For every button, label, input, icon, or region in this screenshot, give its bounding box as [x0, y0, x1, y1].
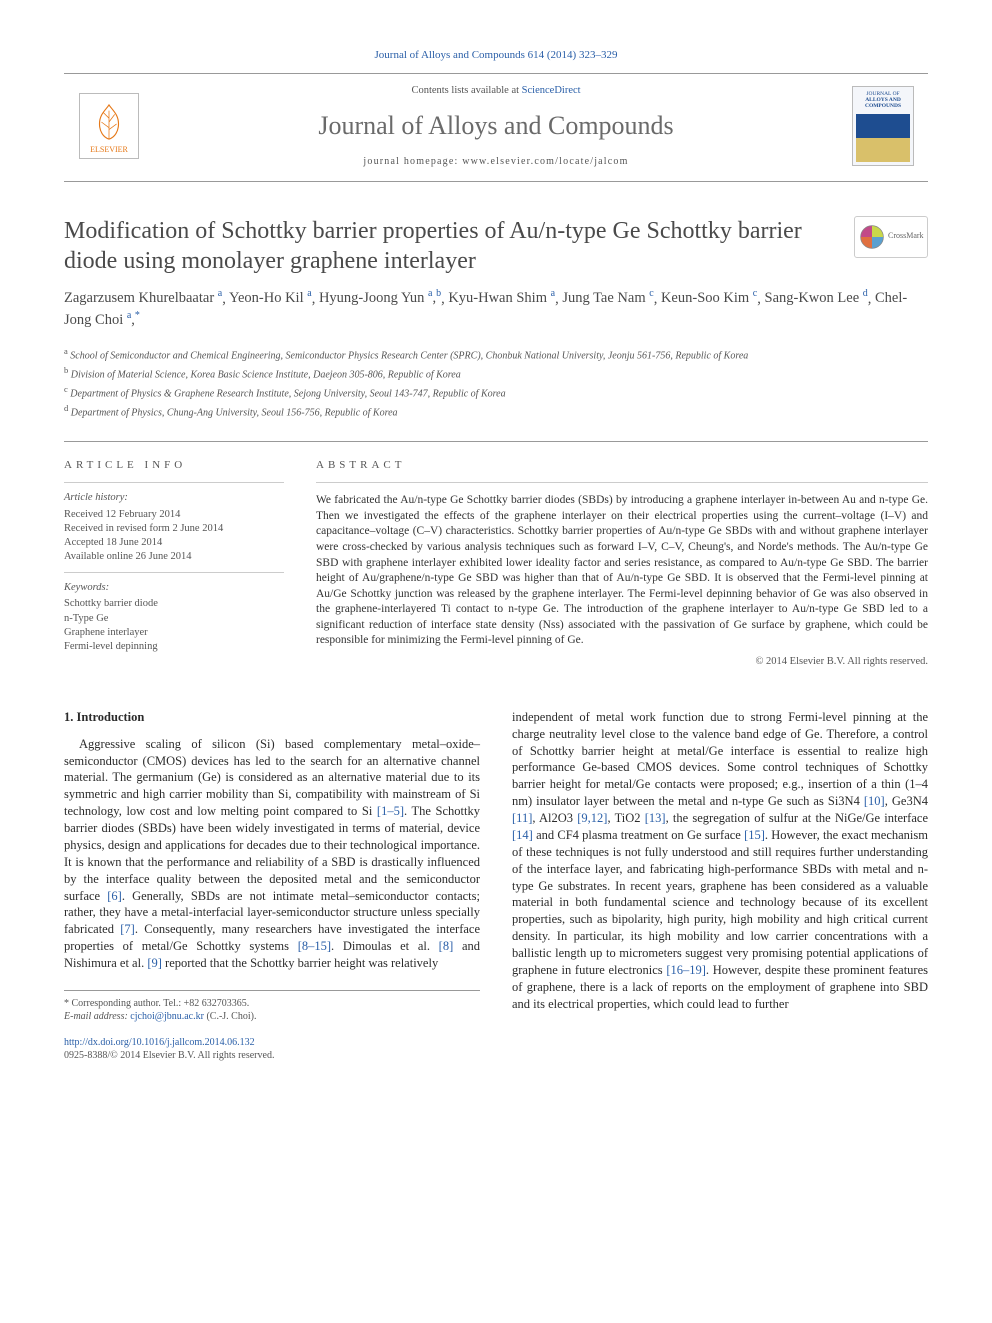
journal-cover-thumbnail: JOURNAL OF ALLOYS AND COMPOUNDS	[852, 86, 914, 166]
author: Sang-Kwon Lee d	[765, 290, 868, 306]
affiliation: c Department of Physics & Graphene Resea…	[64, 383, 928, 402]
publisher-wordmark: ELSEVIER	[90, 145, 128, 156]
keyword: n-Type Ge	[64, 612, 284, 626]
ref-link[interactable]: [1–5]	[377, 804, 404, 818]
author: Hyung-Joong Yun a,b	[319, 290, 441, 306]
keyword: Fermi-level depinning	[64, 640, 284, 654]
sciencedirect-link[interactable]: ScienceDirect	[522, 85, 581, 96]
article-title: Modification of Schottky barrier propert…	[64, 216, 838, 276]
history-line: Received 12 February 2014	[64, 508, 284, 522]
history-line: Accepted 18 June 2014	[64, 536, 284, 550]
article-history-head: Article history:	[64, 491, 284, 505]
ref-link[interactable]: [10]	[864, 794, 885, 808]
affiliation-list: a School of Semiconductor and Chemical E…	[64, 345, 928, 420]
citation-line: Journal of Alloys and Compounds 614 (201…	[64, 48, 928, 63]
keyword: Graphene interlayer	[64, 626, 284, 640]
crossmark-icon	[860, 225, 884, 249]
contents-lists-prefix: Contents lists available at	[411, 85, 521, 96]
ref-link[interactable]: [7]	[120, 922, 135, 936]
corr-author-email[interactable]: cjchoi@jbnu.ac.kr	[130, 1011, 204, 1022]
crossmark-label: CrossMark	[888, 231, 924, 242]
journal-name: Journal of Alloys and Compounds	[154, 108, 838, 143]
affiliation: d Department of Physics, Chung-Ang Unive…	[64, 402, 928, 421]
abstract-copyright: © 2014 Elsevier B.V. All rights reserved…	[316, 655, 928, 669]
issn-copyright: 0925-8388/© 2014 Elsevier B.V. All right…	[64, 1049, 928, 1063]
ref-link[interactable]: [14]	[512, 828, 533, 842]
contents-lists-line: Contents lists available at ScienceDirec…	[154, 84, 838, 98]
abstract-panel: ABSTRACT We fabricated the Au/n-type Ge …	[316, 442, 928, 669]
corresponding-author-footnote: * Corresponding author. Tel.: +82 632703…	[64, 990, 480, 1024]
keywords-head: Keywords:	[64, 581, 284, 595]
author: Kyu-Hwan Shim a	[448, 290, 555, 306]
journal-homepage-line: journal homepage: www.elsevier.com/locat…	[154, 155, 838, 169]
abstract-heading: ABSTRACT	[316, 458, 928, 473]
history-line: Available online 26 June 2014	[64, 550, 284, 564]
page-footer: http://dx.doi.org/10.1016/j.jallcom.2014…	[64, 1036, 928, 1063]
abstract-body: We fabricated the Au/n-type Ge Schottky …	[316, 482, 928, 648]
journal-masthead: ELSEVIER Contents lists available at Sci…	[64, 73, 928, 182]
email-label: E-mail address:	[64, 1011, 128, 1022]
corr-author-line: * Corresponding author. Tel.: +82 632703…	[64, 997, 480, 1011]
crossmark-badge[interactable]: CrossMark	[854, 216, 928, 258]
author: Zagarzusem Khurelbaatar a	[64, 290, 222, 306]
article-body: 1. Introduction Aggressive scaling of si…	[64, 709, 928, 1024]
history-line: Received in revised form 2 June 2014	[64, 522, 284, 536]
corr-author-name: (C.-J. Choi).	[206, 1011, 256, 1022]
author: Yeon-Ho Kil a	[229, 290, 312, 306]
article-info-heading: ARTICLE INFO	[64, 458, 284, 473]
intro-paragraph-1: Aggressive scaling of silicon (Si) based…	[64, 736, 480, 972]
ref-link[interactable]: [16–19]	[666, 963, 706, 977]
ref-link[interactable]: [11]	[512, 811, 532, 825]
ref-link[interactable]: [15]	[744, 828, 765, 842]
cover-title: ALLOYS AND COMPOUNDS	[865, 97, 901, 109]
author: Jung Tae Nam c	[562, 290, 653, 306]
affiliation: a School of Semiconductor and Chemical E…	[64, 345, 928, 364]
ref-link[interactable]: [9,12]	[577, 811, 607, 825]
affiliation: b Division of Material Science, Korea Ba…	[64, 364, 928, 383]
article-info-panel: ARTICLE INFO Article history: Received 1…	[64, 442, 284, 669]
ref-link[interactable]: [9]	[147, 956, 162, 970]
elsevier-logo: ELSEVIER	[79, 93, 139, 159]
ref-link[interactable]: [6]	[107, 889, 122, 903]
ref-link[interactable]: [13]	[645, 811, 666, 825]
section-heading-introduction: 1. Introduction	[64, 709, 480, 726]
ref-link[interactable]: [8–15]	[298, 939, 331, 953]
doi-link[interactable]: http://dx.doi.org/10.1016/j.jallcom.2014…	[64, 1036, 928, 1050]
author-list: Zagarzusem Khurelbaatar a, Yeon-Ho Kil a…	[64, 288, 928, 332]
author: Keun-Soo Kim c	[661, 290, 757, 306]
intro-paragraph-2: independent of metal work function due t…	[512, 709, 928, 1013]
keyword: Schottky barrier diode	[64, 597, 284, 611]
ref-link[interactable]: [8]	[439, 939, 454, 953]
